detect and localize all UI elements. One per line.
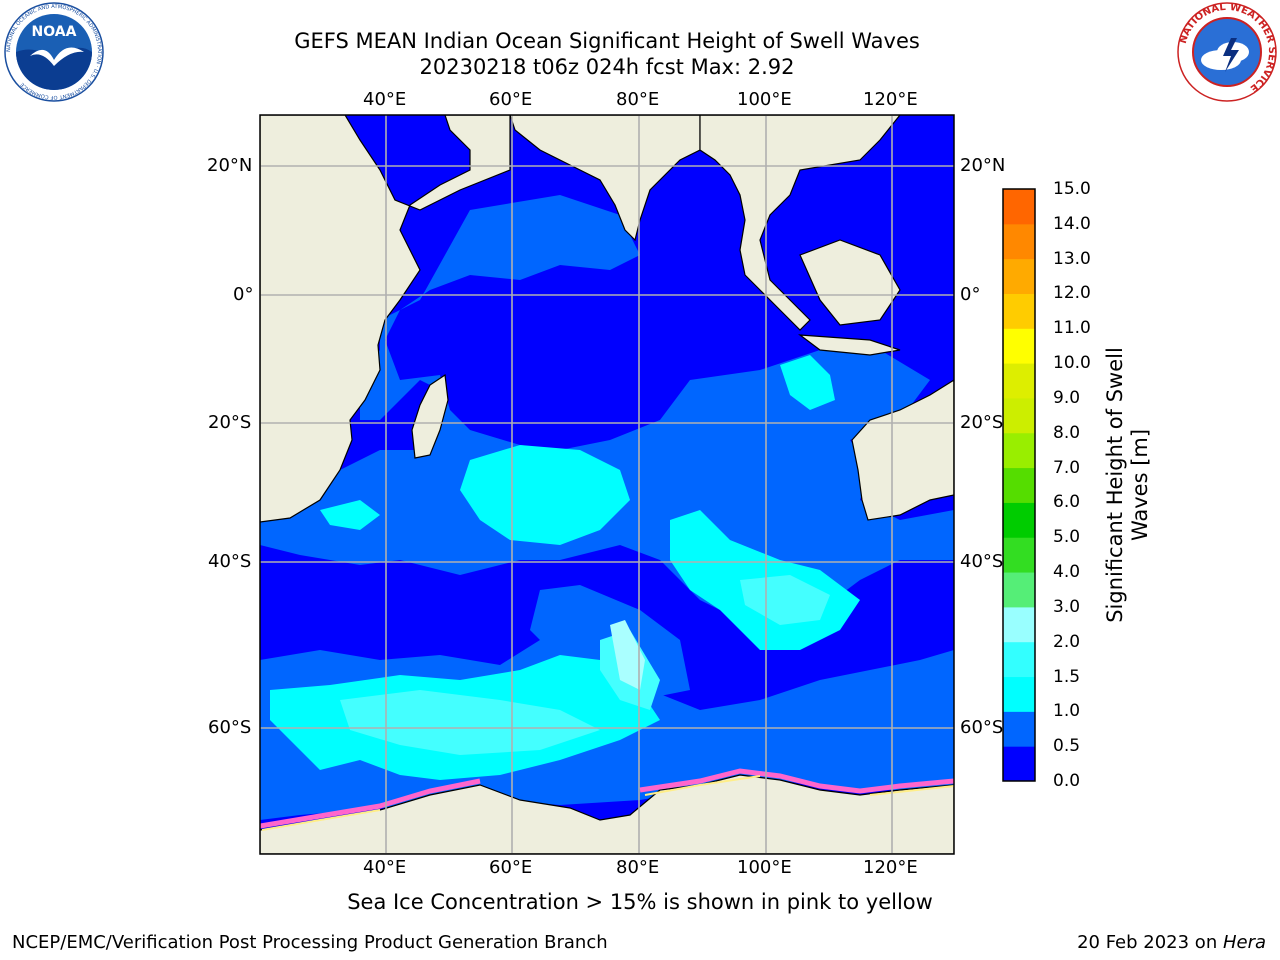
colorbar-tick-label: 0.5 xyxy=(1053,736,1081,757)
colorbar-cell xyxy=(1003,572,1035,608)
colorbar-cell xyxy=(1003,746,1035,782)
land-borneo-sumatra xyxy=(799,239,901,326)
swell-band-15-20-c xyxy=(740,575,830,625)
sea-ice-edge-east xyxy=(639,768,954,794)
land-antarctica xyxy=(260,774,954,854)
nws-logo: NATIONAL WEATHER SERVICE xyxy=(1177,2,1277,102)
colorbar-title-line1: Significant Height of Swell xyxy=(1103,347,1127,623)
colorbar-cell xyxy=(1003,432,1035,469)
map-subtitle: 20230218 t06z 024h fcst Max: 2.92 xyxy=(419,55,795,79)
lon-tick-top-100e: 100°E xyxy=(737,89,792,110)
colorbar-tick-label: 14.0 xyxy=(1053,213,1091,234)
lon-tick-bottom-120e: 120°E xyxy=(863,857,918,878)
lat-tick-left-60s: 60°S xyxy=(208,717,252,738)
sea-ice-edge xyxy=(260,778,481,829)
lon-tick-bottom-100e: 100°E xyxy=(737,857,792,878)
land-madagascar xyxy=(411,373,449,459)
credit-date: 20 Feb 2023 on Hera xyxy=(1077,932,1266,953)
colorbar-cell xyxy=(1003,537,1035,573)
swell-band-10-15-west xyxy=(320,500,380,530)
colorbar-cell xyxy=(1003,641,1035,678)
colorbar-tick-label: 10.0 xyxy=(1053,353,1091,374)
lat-tick-right-20n: 20°N xyxy=(960,155,1006,176)
lon-tick-bottom-60e: 60°E xyxy=(489,857,533,878)
land-africa xyxy=(260,115,511,523)
land-australia xyxy=(851,379,954,521)
lat-tick-left-0: 0° xyxy=(233,284,254,305)
colorbar-tick-label: 8.0 xyxy=(1053,422,1081,443)
colorbar-cell xyxy=(1003,328,1035,364)
swell-band-10-15-central xyxy=(460,445,630,545)
colorbar-tick-label: 4.0 xyxy=(1053,562,1081,583)
swell-band-10-15-java xyxy=(780,355,835,410)
lon-tick-top-80e: 80°E xyxy=(616,89,660,110)
land-se-asia xyxy=(699,115,901,331)
colorbar-tick-label: 15.0 xyxy=(1053,179,1091,199)
lon-tick-bottom-40e: 40°E xyxy=(363,857,407,878)
colorbar-tick-label: 13.0 xyxy=(1053,248,1091,269)
colorbar-cell xyxy=(1003,258,1035,294)
colorbar-tick-label: 11.0 xyxy=(1053,318,1091,339)
colorbar-cell xyxy=(1003,293,1035,329)
lat-tick-left-20s: 20°S xyxy=(208,412,252,433)
colorbar-title-line2: Waves [m] xyxy=(1128,428,1152,542)
colorbar-cell xyxy=(1003,223,1035,260)
swell-band-15-20-b xyxy=(340,690,600,755)
lon-tick-top-40e: 40°E xyxy=(363,89,407,110)
map-border xyxy=(259,114,955,855)
colorbar-tick-label: 5.0 xyxy=(1053,527,1081,548)
colorbar-tick-label: 7.0 xyxy=(1053,457,1081,478)
sea-ice-footnote: Sea Ice Concentration > 15% is shown in … xyxy=(347,890,933,914)
lat-tick-right-60s: 60°S xyxy=(960,717,1004,738)
colorbar-tick-label: 3.0 xyxy=(1053,596,1081,617)
colorbar-cell xyxy=(1003,397,1035,434)
colorbar-cell xyxy=(1003,676,1035,712)
credit-branch: NCEP/EMC/Verification Post Processing Pr… xyxy=(12,932,608,953)
swell-band-20-30 xyxy=(610,620,645,690)
colorbar-cell xyxy=(1003,189,1035,225)
swell-band-05-10 xyxy=(260,195,954,640)
colorbar-tick-label: 0.0 xyxy=(1053,771,1081,791)
colorbar-tick-label: 12.0 xyxy=(1053,283,1091,304)
colorbar-tick-label: 1.5 xyxy=(1053,666,1081,687)
colorbar xyxy=(1002,188,1036,782)
noaa-logo: NOAA NATIONAL OCEANIC AND ATMOSPHERIC AD… xyxy=(4,2,104,102)
colorbar-cell xyxy=(1003,606,1035,643)
colorbar-tick-label: 6.0 xyxy=(1053,492,1081,513)
land-java xyxy=(798,334,901,356)
lon-tick-bottom-80e: 80°E xyxy=(616,857,660,878)
lat-tick-left-40s: 40°S xyxy=(208,551,252,572)
lat-tick-left-20n: 20°N xyxy=(207,155,253,176)
land-india xyxy=(509,115,701,242)
sea-ice-edge-yellow xyxy=(261,775,954,831)
graticule xyxy=(260,115,954,854)
lat-tick-right-20s: 20°S xyxy=(960,412,1004,433)
colorbar-tick-label: 1.0 xyxy=(1053,701,1081,722)
map-panel xyxy=(259,114,955,855)
map-title: GEFS MEAN Indian Ocean Significant Heigh… xyxy=(294,29,920,53)
colorbar-tick-label: 2.0 xyxy=(1053,631,1081,652)
lon-tick-top-60e: 60°E xyxy=(489,89,533,110)
lon-tick-top-120e: 120°E xyxy=(863,89,918,110)
lat-tick-right-40s: 40°S xyxy=(960,551,1004,572)
credit-machine: Hera xyxy=(1222,932,1266,953)
colorbar-tick-label: 9.0 xyxy=(1053,387,1081,408)
noaa-logo-text: NOAA xyxy=(32,24,77,40)
colorbar-cell xyxy=(1003,467,1035,503)
lat-tick-right-0: 0° xyxy=(960,284,981,305)
colorbar-cell xyxy=(1003,711,1035,747)
colorbar-cell xyxy=(1003,363,1035,399)
colorbar-cell xyxy=(1003,502,1035,538)
